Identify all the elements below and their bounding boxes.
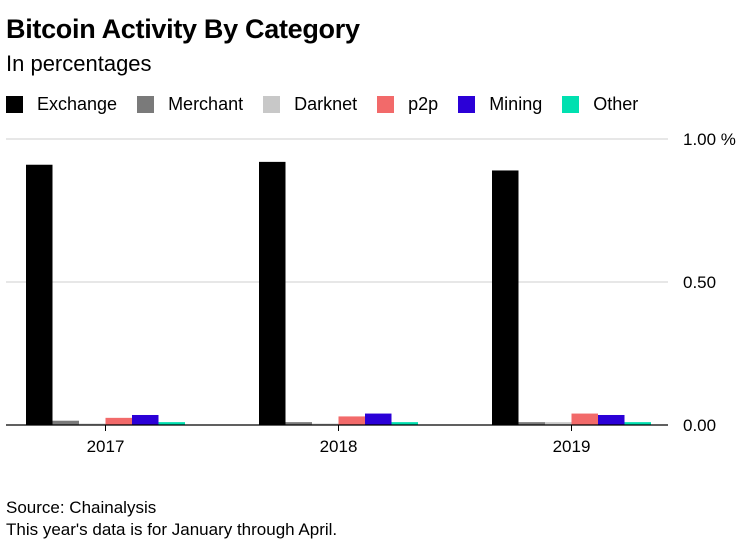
legend: Exchange Merchant Darknet p2p Mining Oth… (6, 93, 658, 115)
bar-darknet-2017 (79, 423, 106, 425)
bar-darknet-2019 (545, 422, 572, 425)
bar-mining-2017 (132, 414, 159, 425)
legend-item-exchange: Exchange (6, 94, 117, 115)
x-tick-label: 2019 (553, 437, 591, 456)
bar-other-2018 (391, 422, 418, 425)
chart-subtitle: In percentages (6, 51, 152, 76)
chart-footnote: Source: Chainalysis This year's data is … (6, 497, 337, 541)
legend-item-merchant: Merchant (137, 94, 243, 115)
legend-item-other: Other (562, 94, 638, 115)
bar-p2p-2018 (338, 416, 365, 425)
legend-label-exchange: Exchange (37, 93, 118, 114)
bar-mining-2018 (365, 413, 392, 425)
note-text: This year's data is for January through … (6, 520, 338, 539)
bar-darknet-2018 (312, 423, 339, 425)
bar-merchant-2017 (52, 420, 79, 425)
legend-item-mining: Mining (458, 94, 542, 115)
legend-item-darknet: Darknet (263, 94, 357, 115)
legend-label-merchant: Merchant (168, 93, 244, 114)
chart-title: Bitcoin Activity By Category (6, 14, 360, 44)
y-tick-label: 0.50 (683, 273, 716, 292)
legend-swatch-other (562, 95, 580, 113)
bar-other-2017 (158, 422, 185, 425)
legend-swatch-merchant (137, 95, 155, 113)
legend-swatch-mining (458, 95, 476, 113)
bar-other-2019 (624, 422, 651, 425)
source-text: Source: Chainalysis (6, 498, 157, 517)
bar-p2p-2017 (105, 417, 132, 425)
legend-swatch-p2p (377, 95, 395, 113)
y-tick-label: 1.00 % (683, 130, 736, 149)
bar-exchange-2018 (259, 161, 286, 425)
legend-swatch-exchange (6, 95, 23, 113)
x-tick-label: 2017 (87, 437, 125, 456)
bar-exchange-2019 (492, 170, 519, 425)
legend-label-p2p: p2p (408, 93, 439, 114)
bar-mining-2019 (598, 414, 625, 425)
legend-label-other: Other (593, 93, 639, 114)
legend-label-mining: Mining (489, 93, 543, 114)
legend-swatch-darknet (263, 95, 281, 113)
bar-merchant-2019 (518, 422, 545, 425)
bar-merchant-2018 (285, 422, 312, 425)
legend-label-darknet: Darknet (294, 93, 358, 114)
legend-item-p2p: p2p (377, 94, 438, 115)
bar-chart: 1.00 % 0.50 0.00 2017 2018 2019 (6, 130, 736, 456)
bar-exchange-2017 (26, 164, 53, 426)
x-tick-label: 2018 (320, 437, 358, 456)
bar-p2p-2019 (571, 413, 598, 425)
y-tick-label: 0.00 (683, 416, 716, 435)
